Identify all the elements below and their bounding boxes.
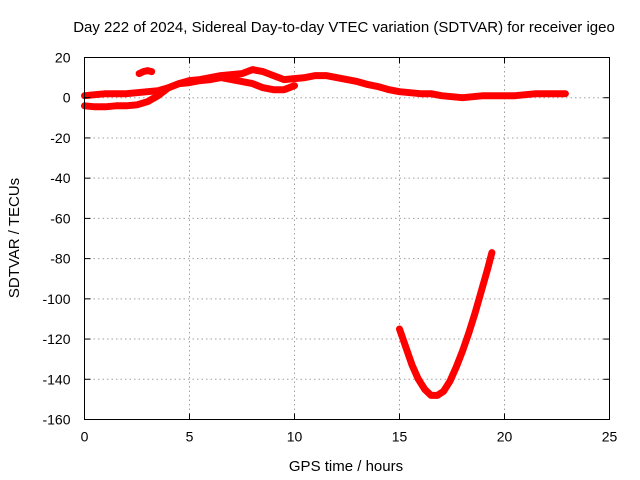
series-dip-arc	[396, 249, 496, 399]
grid	[84, 57, 610, 420]
x-tick-label: 0	[81, 429, 89, 445]
y-tick-label: -140	[42, 371, 70, 387]
ticks: 0 5 10 15 20 25 -160 -140 -120 -100 -80 -60 -40 -20 0 2…	[42, 50, 617, 445]
y-tick-label: -20	[50, 130, 70, 146]
y-tick-label: -160	[42, 412, 70, 428]
y-tick-label: -100	[42, 291, 70, 307]
series-group	[81, 66, 569, 399]
plot-frame	[84, 57, 610, 420]
y-tick-label: -40	[50, 170, 70, 186]
y-tick-label: -60	[50, 210, 70, 226]
y-tick-label: -80	[50, 251, 70, 267]
y-tick-label: 20	[55, 50, 71, 66]
x-tick-label: 20	[497, 429, 513, 445]
series-band-lower	[81, 74, 298, 111]
x-axis-label: GPS time / hours	[289, 458, 403, 475]
y-tick-label: 0	[63, 90, 71, 106]
y-axis-label: SDTVAR / TECUs	[6, 178, 23, 298]
x-tick-label: 10	[287, 429, 303, 445]
series-short-arc	[135, 67, 156, 78]
x-tick-label: 15	[392, 429, 408, 445]
chart-title: Day 222 of 2024, Sidereal Day-to-day VTE…	[73, 19, 615, 36]
x-tick-label: 25	[602, 429, 618, 445]
y-tick-label: -120	[42, 331, 70, 347]
x-tick-label: 5	[186, 429, 194, 445]
